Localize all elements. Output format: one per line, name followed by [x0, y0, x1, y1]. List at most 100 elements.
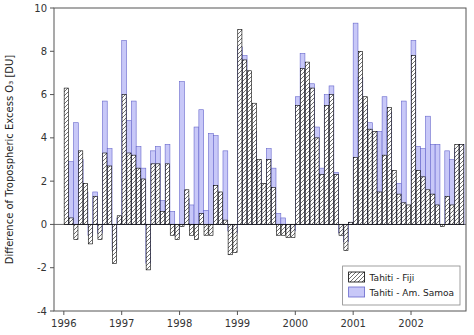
x-tick-label: 2001: [340, 318, 365, 329]
y-tick-label: 0: [41, 219, 47, 230]
y-tick: [50, 51, 54, 52]
bar: [377, 131, 382, 224]
bar: [83, 183, 87, 224]
bar: [209, 134, 214, 225]
bar: [397, 194, 401, 224]
bar: [348, 222, 353, 224]
bar: [334, 172, 339, 224]
y-tick: [50, 224, 54, 225]
y-axis-label: Difference of Tropospheric Excess O₃ [DU…: [4, 55, 15, 265]
bar: [310, 84, 315, 225]
bar: [435, 205, 439, 224]
bar: [325, 105, 329, 224]
bar: [435, 144, 440, 224]
x-tick-label: 1999: [225, 318, 250, 329]
bar: [74, 224, 78, 239]
bar: [93, 192, 98, 224]
bar: [194, 127, 199, 224]
bar: [445, 151, 450, 225]
bar: [349, 222, 353, 224]
bar: [430, 144, 435, 224]
x-axis: 1996199719981999200020012002: [51, 311, 424, 329]
bar: [407, 205, 411, 224]
bar: [300, 53, 305, 224]
bar: [214, 185, 218, 224]
zero-line: [54, 224, 466, 225]
bar: [363, 97, 367, 225]
bar: [339, 224, 343, 235]
bar: [305, 62, 309, 224]
bar: [131, 101, 136, 224]
y-tick-label: 8: [41, 46, 47, 57]
bar: [165, 164, 169, 225]
bar: [300, 69, 304, 225]
x-tick-label: 1996: [51, 318, 76, 329]
x-tick: [411, 311, 412, 315]
bar: [276, 214, 281, 225]
bar: [460, 144, 464, 224]
y-tick: [50, 267, 54, 268]
bar: [445, 196, 449, 224]
bar: [141, 179, 145, 224]
y-tick: [50, 137, 54, 138]
y-tick-label: 6: [41, 89, 47, 100]
bar: [310, 88, 314, 224]
bar: [276, 224, 280, 235]
bar: [98, 224, 102, 239]
bar: [382, 97, 387, 225]
bar: [397, 183, 402, 224]
bar: [69, 162, 74, 225]
bar: [459, 144, 464, 224]
bars: [64, 23, 464, 270]
bar: [155, 147, 160, 225]
bar: [272, 188, 276, 225]
x-tick: [237, 311, 238, 315]
bar: [103, 153, 107, 224]
bar: [204, 210, 209, 224]
bar: [426, 190, 430, 225]
x-tick: [295, 311, 296, 315]
bar: [426, 116, 431, 224]
bar: [117, 216, 121, 225]
bar: [122, 95, 126, 225]
bar: [387, 108, 391, 225]
bar: [146, 224, 150, 269]
bar: [286, 224, 290, 237]
bar: [136, 147, 141, 225]
bar: [185, 190, 189, 225]
bar: [416, 170, 420, 224]
x-tick-label: 1997: [109, 318, 134, 329]
x-tick-label: 1998: [167, 318, 192, 329]
bar: [257, 160, 261, 225]
chart: -4-202468101996199719981999200020012002D…: [0, 0, 474, 335]
legend-frame: [343, 266, 460, 305]
bar: [218, 192, 222, 224]
plot-frame: [54, 8, 466, 311]
bar: [209, 224, 213, 235]
bar: [319, 168, 324, 224]
bar: [324, 95, 329, 225]
bar: [199, 110, 204, 225]
bar: [204, 224, 208, 235]
bar: [127, 121, 132, 225]
y-tick-label: 4: [41, 132, 47, 143]
bar: [411, 40, 416, 224]
y-tick-label: 2: [41, 176, 47, 187]
y-tick: [50, 94, 54, 95]
bar: [175, 224, 179, 239]
bar: [421, 177, 425, 225]
bar: [281, 218, 286, 224]
bar: [291, 224, 295, 237]
x-tick-label: 2002: [398, 318, 423, 329]
bar: [378, 192, 382, 224]
bar: [107, 149, 112, 225]
bar: [320, 175, 324, 225]
bar: [368, 123, 373, 225]
bar: [151, 151, 156, 225]
bar: [296, 105, 300, 224]
bar: [170, 211, 175, 224]
bar: [382, 155, 386, 224]
bar: [368, 129, 372, 224]
bar: [315, 127, 320, 224]
bar: [132, 155, 136, 224]
